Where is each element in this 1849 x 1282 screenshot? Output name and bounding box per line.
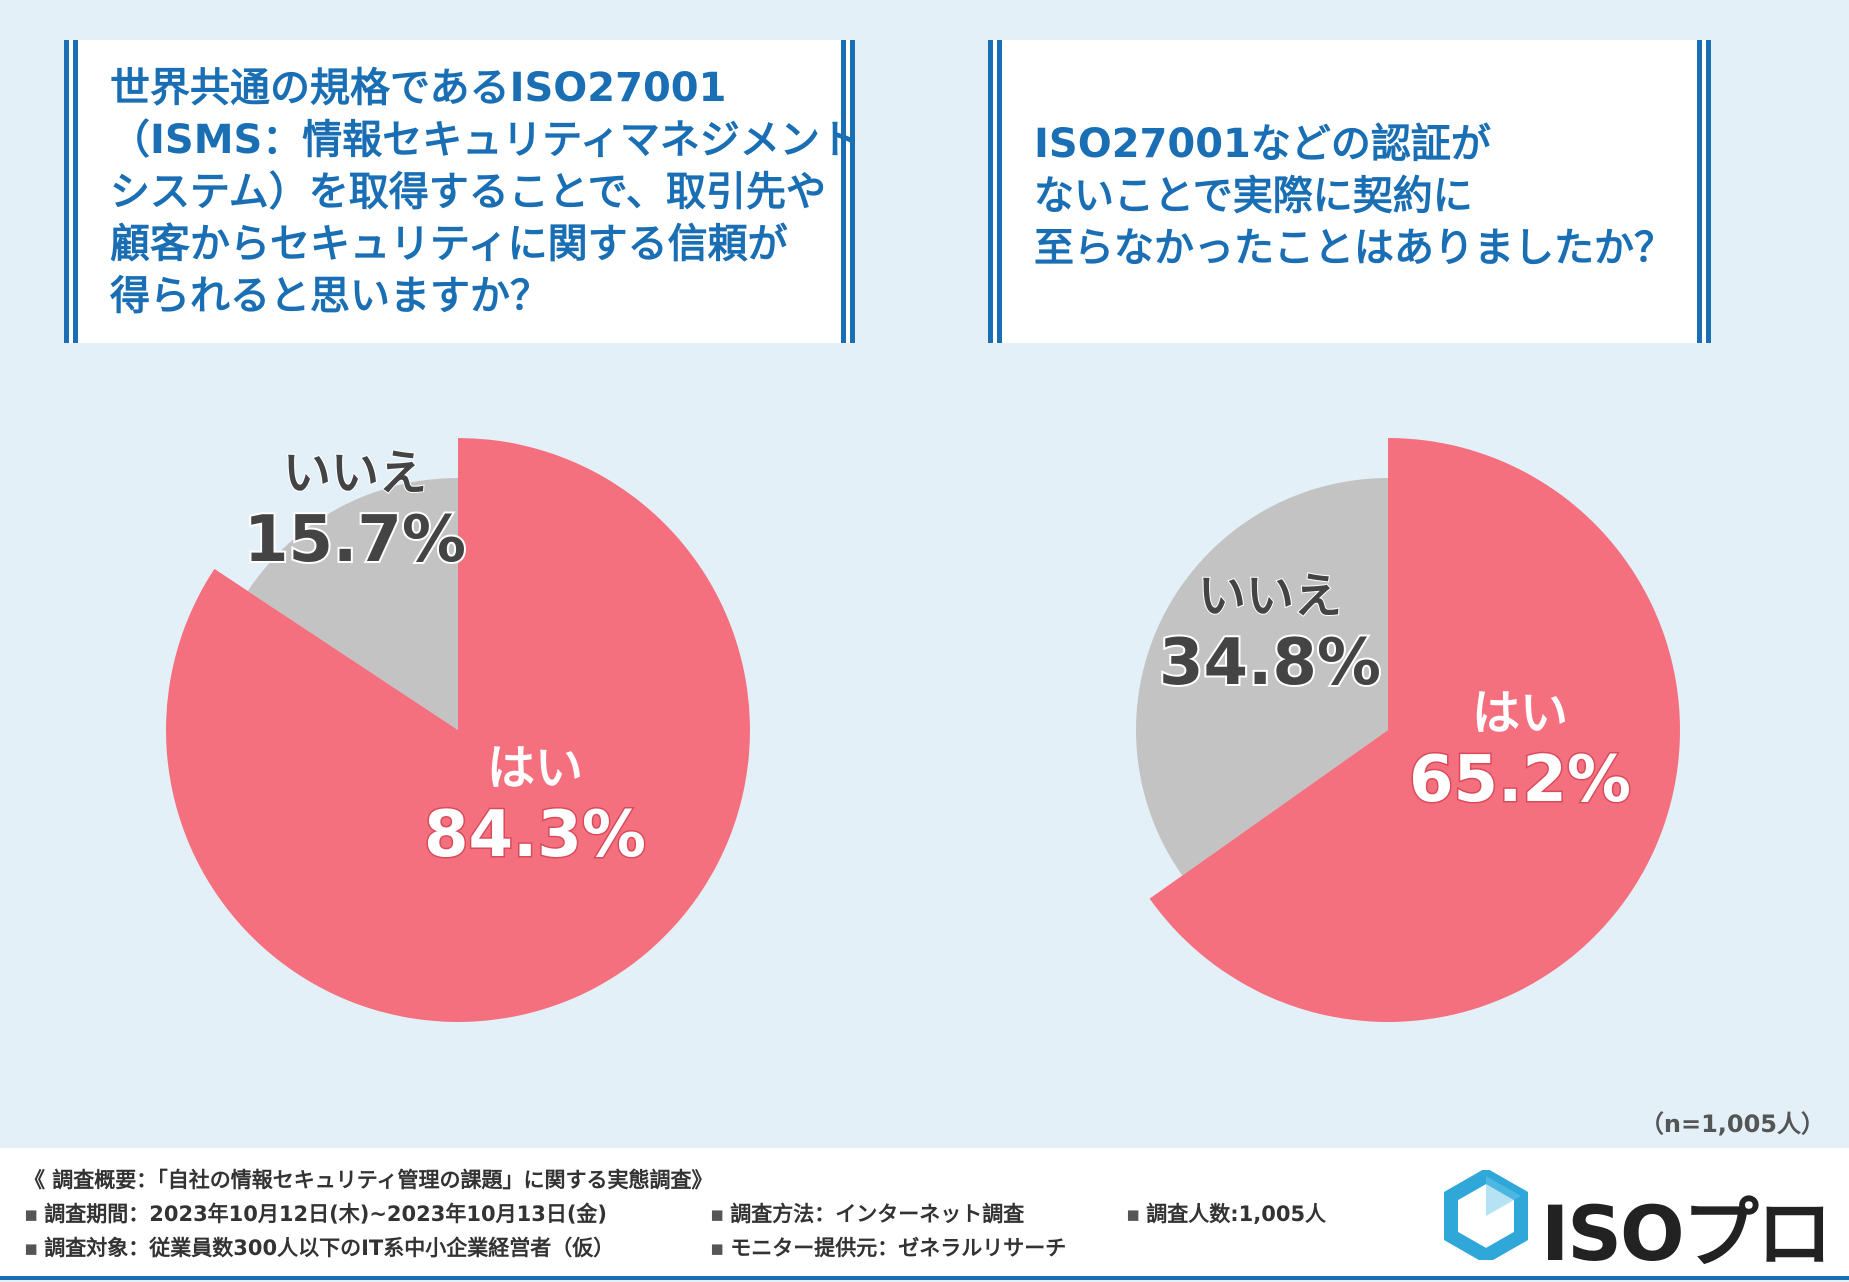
survey-period: ▪ 調査期間：2023年10月12日(木)~2023年10月13日(金): [24, 1198, 607, 1228]
bullet-icon: ▪: [710, 1202, 725, 1226]
pie-1-slice-no: [247, 478, 458, 730]
question-box-1: 世界共通の規格であるISO27001 （ISMS：情報セキュリティマネジメント …: [64, 40, 860, 343]
survey-target-text: 調査対象：従業員数300人以下のIT系中小企業経営者（仮）: [44, 1236, 615, 1260]
pie-2-slice-no: [1135, 478, 1388, 876]
bullet-icon: ▪: [24, 1236, 39, 1260]
pie-1-label-yes: はい: [487, 740, 583, 796]
survey-footer: 《 調査概要：「自社の情報セキュリティ管理の課題」に関する実態調査》 ▪ 調査期間…: [0, 1148, 1849, 1280]
question-2-line: ISO27001などの認証が: [1034, 121, 1491, 167]
question-2-line: ないことで実際に契約に: [1034, 173, 1473, 219]
isopro-logo: ISOプロ: [1441, 1167, 1833, 1278]
pie-2-value-yes: 65.2%: [1409, 743, 1631, 817]
pie-2-label-yes: はい: [1472, 685, 1568, 741]
question-1-line: 得られると思いますか？: [110, 273, 550, 319]
question-1-line: （ISMS：情報セキュリティマネジメント: [110, 117, 860, 163]
pie-1-label-no: いいえ: [283, 445, 427, 501]
sample-size-label: （n=1,005人）: [1639, 1110, 1825, 1138]
bullet-icon: ▪: [710, 1236, 725, 1260]
survey-monitor-text: モニター提供元：ゼネラルリサーチ: [730, 1236, 1067, 1260]
question-2-line: 至らなかったことはありましたか？: [1034, 225, 1674, 271]
hexagon-logo-icon: [1444, 1167, 1528, 1265]
question-1-line: 顧客からセキュリティに関する信頼が: [110, 221, 788, 267]
survey-count: ▪ 調査人数:1,005人: [1126, 1198, 1326, 1228]
pie-1-slice-yes: [166, 438, 751, 1022]
question-2-text: ISO27001などの認証が ないことで実際に契約に 至らなかったことはありまし…: [1034, 118, 1677, 274]
logo-text: ISOプロ: [1541, 1189, 1833, 1278]
question-1-line: システム）を取得することで、取引先や: [110, 169, 826, 215]
pie-2-label-no: いいえ: [1198, 568, 1342, 624]
survey-count-text: 調査人数:1,005人: [1146, 1202, 1327, 1226]
pie-1-value-yes: 84.3%: [424, 798, 646, 872]
question-box-2: ISO27001などの認証が ないことで実際に契約に 至らなかったことはありまし…: [988, 40, 1711, 343]
survey-monitor: ▪ モニター提供元：ゼネラルリサーチ: [710, 1232, 1066, 1262]
pie-2-slice-yes: [1149, 438, 1680, 1022]
survey-period-text: 調査期間：2023年10月12日(木)~2023年10月13日(金): [44, 1202, 608, 1226]
bullet-icon: ▪: [24, 1202, 39, 1226]
bullet-icon: ▪: [1126, 1202, 1141, 1226]
pie-1-value-no: 15.7%: [244, 503, 466, 577]
survey-method-text: 調査方法：インターネット調査: [730, 1202, 1025, 1226]
survey-method: ▪ 調査方法：インターネット調査: [710, 1198, 1024, 1228]
pie-2-value-no: 34.8%: [1159, 626, 1381, 700]
survey-title: 《 調査概要：「自社の情報セキュリティ管理の課題」に関する実態調査》: [24, 1168, 713, 1192]
question-1-line: 世界共通の規格であるISO27001: [110, 65, 727, 111]
question-1-text: 世界共通の規格であるISO27001 （ISMS：情報セキュリティマネジメント …: [110, 62, 860, 322]
survey-target: ▪ 調査対象：従業員数300人以下のIT系中小企業経営者（仮）: [24, 1232, 614, 1262]
